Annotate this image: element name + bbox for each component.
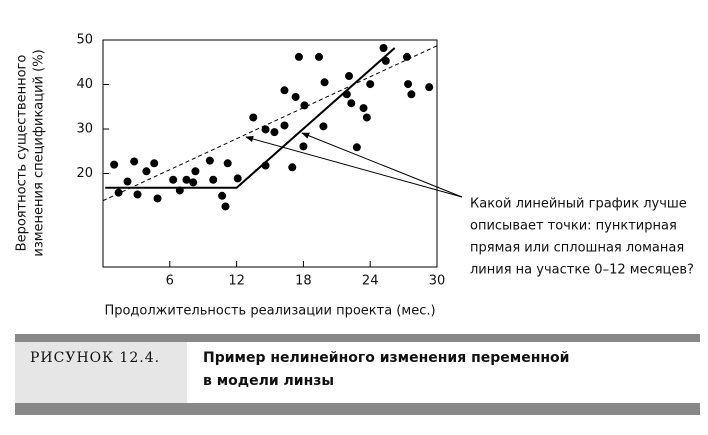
y-label-line: Вероятность существенного: [15, 55, 30, 252]
point: [209, 175, 218, 184]
point: [110, 160, 119, 169]
point: [407, 90, 416, 99]
caption-bar: [15, 334, 700, 342]
annotation-line: линия на участке 0–12 месяцев?: [470, 263, 694, 278]
caption-label: РИСУНОК 12.4.: [30, 350, 160, 366]
y-tick-label: 40: [76, 77, 93, 92]
point: [150, 159, 159, 168]
point: [345, 72, 354, 81]
point: [280, 121, 289, 130]
y-tick-label: 20: [76, 166, 93, 181]
point: [142, 167, 151, 176]
point: [402, 52, 411, 61]
x-label: Продолжительность реализации проекта (ме…: [104, 304, 435, 319]
y-tick-label: 30: [76, 122, 93, 137]
caption-bar: [15, 403, 700, 415]
x-tick-label: 6: [166, 274, 174, 289]
caption-label-box: [15, 342, 187, 403]
caption-line: Пример нелинейного изменения переменной: [203, 350, 569, 366]
point: [249, 113, 258, 122]
x-tick-label: 24: [362, 274, 379, 289]
point: [291, 92, 300, 101]
x-tick-label: 12: [228, 274, 245, 289]
point: [123, 177, 132, 186]
point: [221, 202, 230, 211]
point: [299, 142, 308, 151]
point: [381, 56, 390, 65]
point: [130, 157, 139, 166]
point: [379, 44, 388, 53]
point: [404, 80, 413, 89]
point: [233, 174, 242, 183]
point: [223, 159, 232, 168]
annotation-line: Какой линейный график лучше: [470, 197, 687, 212]
point: [189, 178, 198, 187]
point: [319, 122, 328, 131]
point: [114, 188, 123, 197]
point: [191, 167, 200, 176]
point: [175, 186, 184, 195]
point: [425, 83, 434, 92]
point: [133, 190, 142, 199]
trend-line-dashed: [102, 45, 438, 202]
point: [362, 113, 371, 122]
annotation-line: прямая или сплошная ломаная: [470, 241, 684, 256]
point: [218, 191, 227, 200]
caption-line: в модели линзы: [203, 373, 334, 389]
point: [261, 161, 270, 170]
point: [366, 80, 375, 89]
point: [261, 125, 270, 134]
point: [294, 52, 303, 61]
point: [153, 194, 162, 203]
x-tick-label: 30: [429, 274, 446, 289]
point: [182, 175, 191, 184]
point: [314, 52, 323, 61]
point: [342, 90, 351, 99]
plot-frame: [102, 39, 438, 268]
x-tick-label: 18: [295, 274, 312, 289]
trend-line-solid: [105, 47, 396, 189]
annotation-line: описывает точки: пунктирная: [470, 219, 677, 234]
point: [300, 101, 309, 110]
point: [347, 99, 356, 108]
y-label-line: изменения спецификаций (%): [32, 49, 47, 256]
y-tick-label: 50: [76, 33, 93, 48]
y-label: Вероятность существенного изменения спец…: [15, 49, 47, 256]
point: [320, 78, 329, 87]
arrow: [301, 132, 463, 198]
point: [352, 143, 361, 152]
point: [280, 86, 289, 95]
point: [270, 128, 279, 137]
point: [169, 175, 178, 184]
point: [288, 163, 297, 172]
point: [359, 104, 368, 113]
point: [205, 156, 214, 165]
annotation: Какой линейный график лучше описывает то…: [245, 132, 694, 278]
